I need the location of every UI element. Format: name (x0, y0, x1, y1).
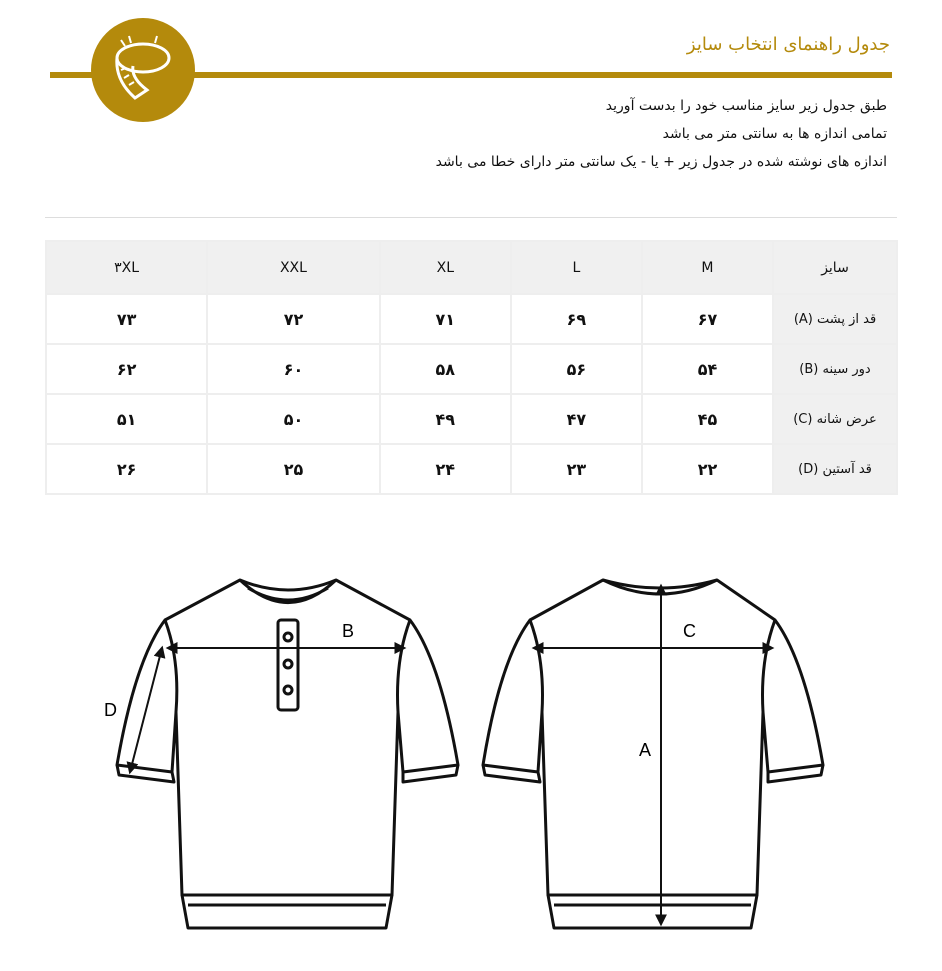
cell: ۷۱ (378, 293, 512, 345)
row-label: قد آستین (D) (772, 443, 898, 495)
sleeve-arrow (126, 645, 166, 775)
label-d: D (104, 700, 117, 720)
table-header-row: سایز M L XL XXL ۳XL (44, 240, 898, 295)
tape-measure-icon (91, 18, 195, 122)
header-xxl: XXL (206, 240, 381, 295)
label-b: B (342, 621, 354, 641)
header-m: M (640, 240, 775, 295)
cell: ۶۹ (509, 293, 643, 345)
label-c: C (683, 621, 696, 641)
cell: ۶۰ (206, 343, 381, 395)
cell: ۴۷ (509, 393, 643, 445)
cell: ۵۶ (509, 343, 643, 395)
cell: ۴۹ (378, 393, 512, 445)
size-table: سایز M L XL XXL ۳XL قد از پشت (A) ۶۷ ۶۹ … (44, 240, 898, 495)
header-size: سایز (772, 240, 898, 295)
header-xl: XL (378, 240, 512, 295)
notes: طبق جدول زیر سایز مناسب خود را بدست آوری… (436, 92, 887, 176)
table-row: عرض شانه (C) ۴۵ ۴۷ ۴۹ ۵۰ ۵۱ (44, 393, 898, 445)
front-shirt (115, 578, 460, 930)
row-label: قد از پشت (A) (772, 293, 898, 345)
table-row: قد از پشت (A) ۶۷ ۶۹ ۷۱ ۷۲ ۷۳ (44, 293, 898, 345)
row-label: دور سینه (B) (772, 343, 898, 395)
label-a: A (639, 740, 651, 760)
cell: ۲۶ (44, 443, 209, 495)
header-3xl: ۳XL (44, 240, 209, 295)
cell: ۵۸ (378, 343, 512, 395)
header-l: L (509, 240, 643, 295)
note: اندازه های نوشته شده در جدول زیر + یا - … (435, 154, 887, 170)
table-row: قد آستین (D) ۲۲ ۲۳ ۲۴ ۲۵ ۲۶ (44, 443, 898, 495)
cell: ۴۵ (640, 393, 775, 445)
cell: ۷۳ (44, 293, 209, 345)
back-shirt (481, 578, 825, 930)
cell: ۶۷ (640, 293, 775, 345)
cell: ۲۵ (206, 443, 381, 495)
cell: ۶۲ (44, 343, 209, 395)
cell: ۵۰ (206, 393, 381, 445)
note: تمامی اندازه ها به سانتی متر می باشد (662, 126, 887, 142)
cell: ۲۴ (378, 443, 512, 495)
cell: ۷۲ (206, 293, 381, 345)
title-underline (50, 72, 892, 78)
note: طبق جدول زیر سایز مناسب خود را بدست آوری… (605, 98, 887, 114)
cell: ۲۳ (509, 443, 643, 495)
divider (45, 217, 897, 218)
row-label: عرض شانه (C) (772, 393, 898, 445)
cell: ۲۲ (640, 443, 775, 495)
cell: ۵۱ (44, 393, 209, 445)
shirt-diagram: B D C A (104, 578, 825, 930)
page-title: جدول راهنمای انتخاب سایز (686, 34, 890, 55)
cell: ۵۴ (640, 343, 775, 395)
table-row: دور سینه (B) ۵۴ ۵۶ ۵۸ ۶۰ ۶۲ (44, 343, 898, 395)
